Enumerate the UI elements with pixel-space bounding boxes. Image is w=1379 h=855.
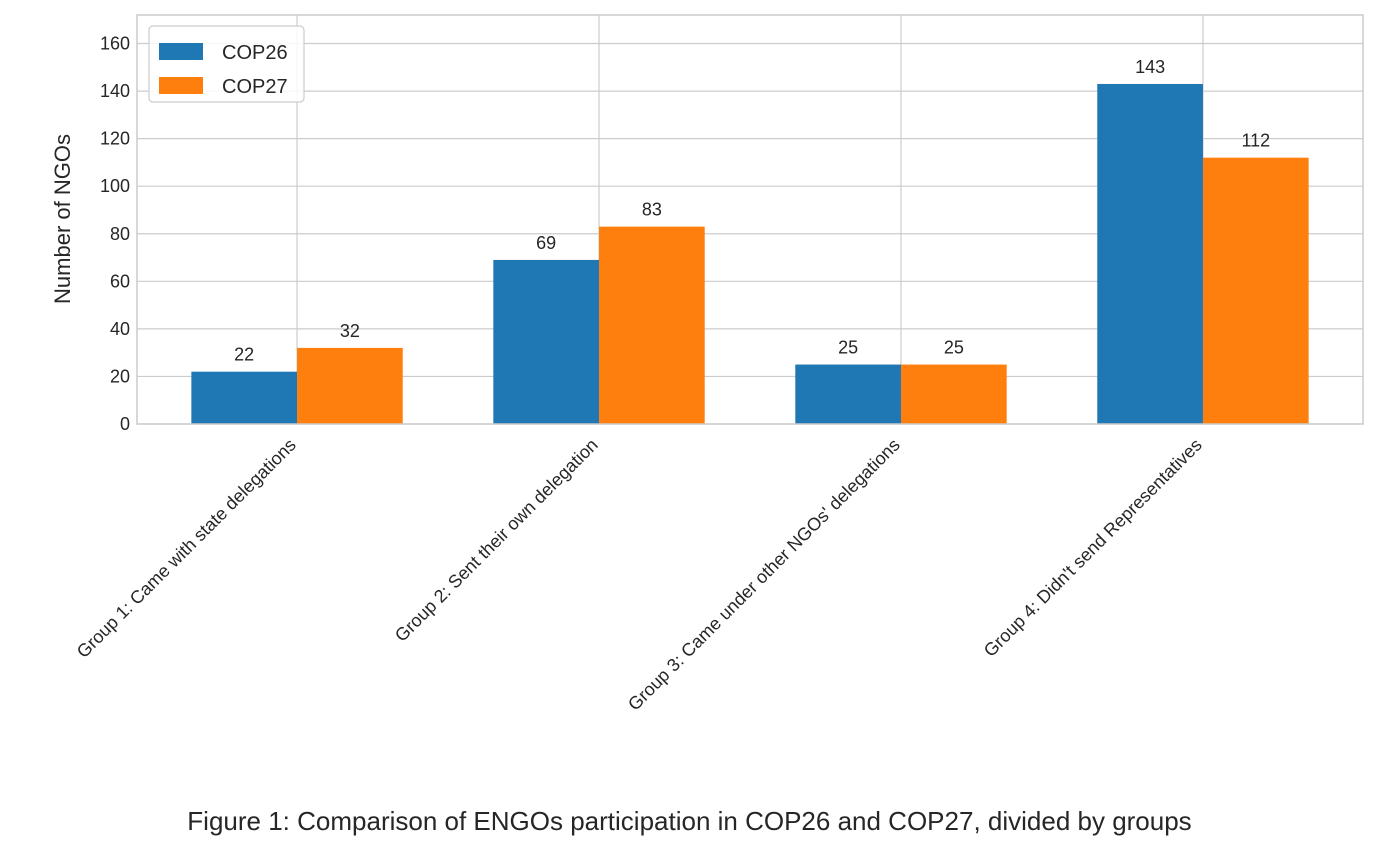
y-tick-label: 140 [100, 81, 130, 101]
y-axis-ticks: 0 20 40 60 80 100 120 140 160 [100, 34, 130, 434]
x-tick-label: Group 3: Came under other NGOs' delegati… [624, 435, 904, 715]
bar-cop27-3 [900, 364, 1007, 424]
plot-frame [136, 14, 1364, 425]
x-tick-label: Group 2: Sent their own delegation [391, 435, 602, 646]
bars [191, 83, 1309, 425]
legend-swatch-cop26 [159, 43, 203, 60]
x-tick-label: Group 4: Didn't send Representatives [980, 435, 1206, 661]
data-label: 143 [1135, 57, 1165, 77]
bar-cop26-4 [1097, 83, 1203, 425]
x-axis-ticks: Group 1: Came with state delegations Grou… [73, 435, 1206, 715]
y-tick-label: 60 [110, 271, 130, 291]
data-labels: 22 69 25 143 32 83 25 112 [234, 57, 1270, 365]
data-label: 112 [1241, 131, 1270, 151]
bar-cop27-1 [297, 347, 403, 424]
data-label: 69 [536, 233, 556, 253]
data-label: 25 [944, 338, 964, 358]
y-tick-label: 160 [100, 34, 130, 54]
y-tick-label: 40 [110, 319, 130, 339]
legend: COP26 COP27 [148, 25, 305, 103]
bar-cop27-2 [599, 226, 705, 424]
figure-caption: Figure 1: Comparison of ENGOs participat… [187, 806, 1192, 836]
legend-label-cop27: COP27 [222, 76, 288, 98]
bar-cop26-2 [493, 259, 600, 424]
y-tick-label: 120 [100, 129, 130, 149]
bar-cop27-4 [1202, 157, 1309, 424]
data-label: 22 [234, 345, 254, 365]
data-label: 83 [642, 200, 662, 220]
legend-swatch-cop27 [159, 77, 203, 94]
y-tick-label: 0 [120, 414, 130, 434]
y-tick-label: 80 [110, 224, 130, 244]
bar-cop26-3 [795, 364, 901, 424]
bar-cop26-1 [191, 371, 298, 424]
data-label: 32 [340, 321, 360, 341]
x-tick-label: Group 1: Came with state delegations [73, 435, 300, 662]
y-tick-label: 20 [110, 366, 130, 386]
legend-label-cop26: COP26 [222, 42, 288, 64]
y-tick-label: 100 [100, 176, 130, 196]
y-axis-label: Number of NGOs [50, 134, 75, 304]
data-label: 25 [838, 338, 858, 358]
